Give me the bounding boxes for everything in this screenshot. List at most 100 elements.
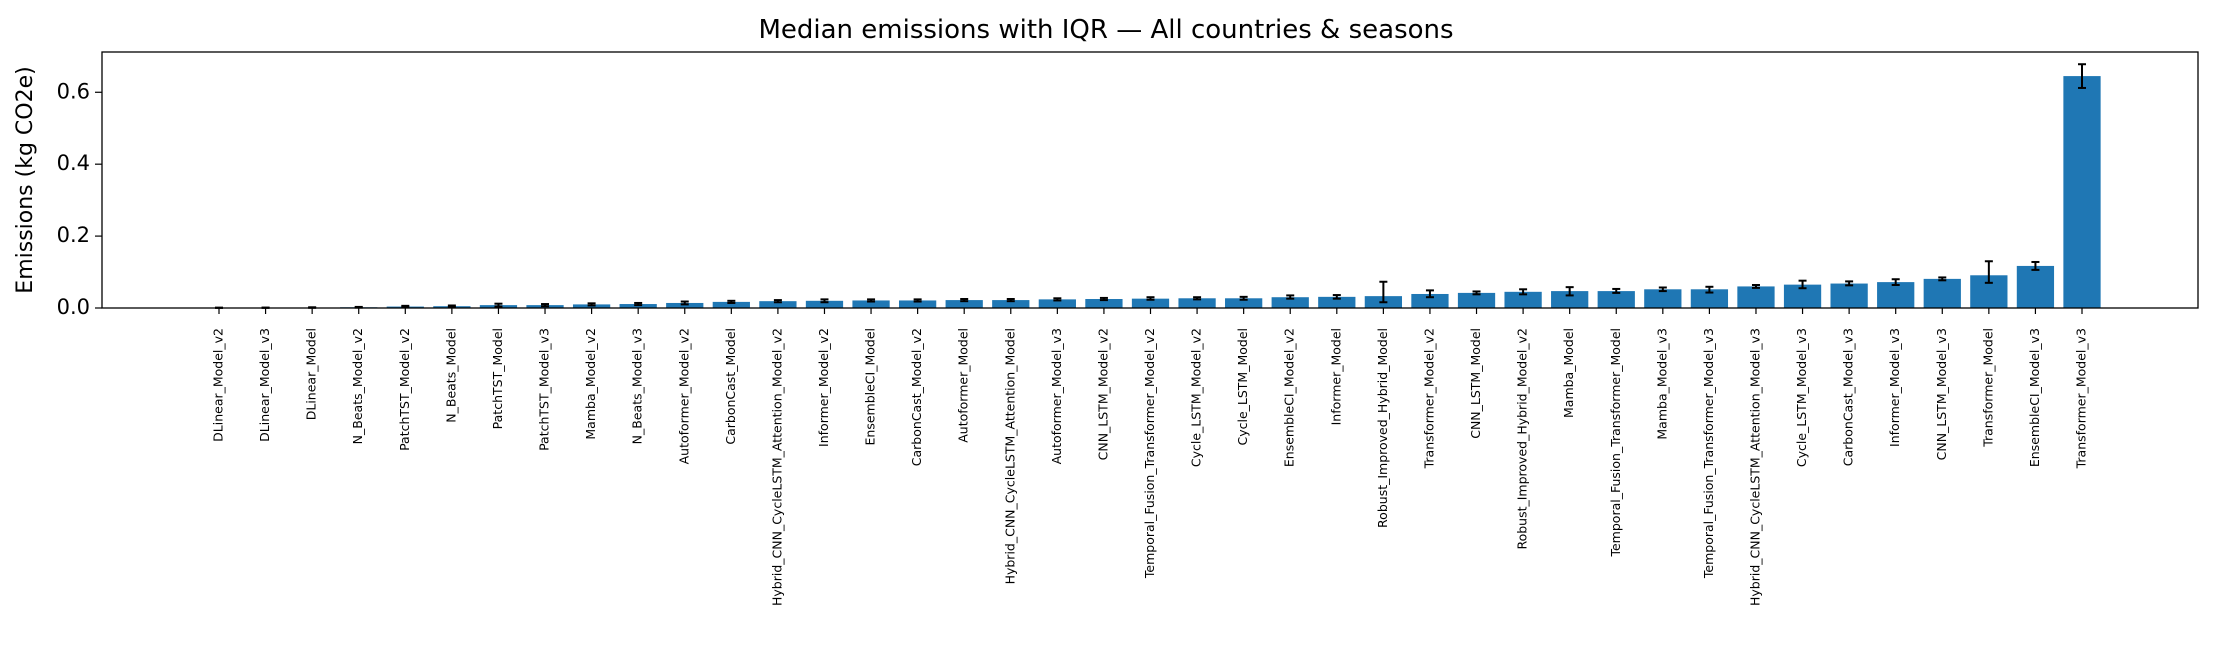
- error-bar-Robust_Improved_Hybrid_Model_v2: [1519, 288, 1528, 296]
- bar-CNN_LSTM_Model_v3: [1923, 278, 1961, 308]
- error-bar-Transformer_Model: [1984, 260, 1993, 284]
- bar-Autoformer_Model: [945, 300, 983, 308]
- bar-Cycle_LSTM_Model_v3: [1783, 284, 1822, 308]
- error-bar-EnsembleCI_Model_v3: [2031, 260, 2040, 271]
- bar-EnsembleCI_Model_v2: [1271, 297, 1309, 308]
- error-bars-group: [215, 63, 2086, 309]
- y-axis: 0.0 0.2 0.4 0.6: [57, 79, 102, 319]
- bar-CarbonCast_Model_v3: [1830, 283, 1868, 308]
- x-tick-label-Robust_Improved_Hybrid_Model: Robust_Improved_Hybrid_Model: [1375, 328, 1390, 528]
- x-tick-label-Temporal_Fusion_Transformer_Model: Temporal_Fusion_Transformer_Model: [1608, 328, 1623, 558]
- x-tick-label-Hybrid_CNN_CycleLSTM_Attention_Model_v2: Hybrid_CNN_CycleLSTM_Attention_Model_v2: [769, 328, 784, 606]
- x-tick-label-CNN_LSTM_Model_v2: CNN_LSTM_Model_v2: [1095, 328, 1110, 460]
- bar-Mamba_Model_v3: [1644, 289, 1682, 308]
- error-bar-Mamba_Model: [1565, 286, 1574, 297]
- error-bar-Temporal_Fusion_Transformer_Model_v2: [1146, 296, 1155, 301]
- x-tick-label-Mamba_Model_v3: Mamba_Model_v3: [1654, 328, 1669, 440]
- x-tick-label-Mamba_Model: Mamba_Model: [1561, 328, 1576, 418]
- bar-CNN_LSTM_Model: [1457, 292, 1496, 308]
- bar-Cycle_LSTM_Model: [1225, 298, 1263, 308]
- bar-Robust_Improved_Hybrid_Model_v2: [1504, 291, 1542, 308]
- error-bar-Temporal_Fusion_Transformer_Model: [1612, 287, 1621, 294]
- x-tick-label-Temporal_Fusion_Transformer_Model_v2: Temporal_Fusion_Transformer_Model_v2: [1142, 328, 1157, 579]
- error-bar-Cycle_LSTM_Model_v2: [1193, 296, 1202, 301]
- x-tick-label-Transformer_Model: Transformer_Model: [1980, 328, 1995, 448]
- error-bar-Informer_Model_v3: [1891, 278, 1900, 286]
- bar-EnsembleCI_Model_v3: [2016, 265, 2055, 308]
- bar-EnsembleCI_Model: [852, 300, 890, 308]
- x-tick-label-EnsembleCI_Model_v2: EnsembleCI_Model_v2: [1282, 328, 1297, 467]
- bar-CarbonCast_Model_v2: [898, 300, 937, 308]
- error-bar-CNN_LSTM_Model_v3: [1938, 276, 1947, 282]
- x-tick-label-Informer_Model: Informer_Model: [1328, 328, 1343, 425]
- error-bar-Informer_Model_v2: [820, 298, 829, 304]
- x-tick-label-Informer_Model_v2: Informer_Model_v2: [816, 328, 831, 447]
- error-bar-PatchTST_Model_v2: [401, 304, 410, 309]
- error-bar-CarbonCast_Model_v3: [1845, 280, 1854, 287]
- x-tick-label-Autoformer_Model_v2: Autoformer_Model_v2: [676, 328, 691, 464]
- error-bar-N_Beats_Model: [447, 304, 456, 308]
- error-bar-CarbonCast_Model_v2: [913, 298, 922, 303]
- x-tick-label-N_Beats_Model: N_Beats_Model: [443, 328, 458, 423]
- x-tick-label-EnsembleCI_Model: EnsembleCI_Model: [863, 328, 878, 446]
- plot-frame: [101, 51, 2199, 309]
- x-tick-label-CarbonCast_Model: CarbonCast_Model: [723, 328, 738, 445]
- x-tick-label-N_Beats_Model_v2: N_Beats_Model_v2: [350, 328, 365, 444]
- error-bar-N_Beats_Model_v3: [634, 301, 643, 307]
- bar-Autoformer_Model_v2: [666, 302, 704, 308]
- error-bar-Robust_Improved_Hybrid_Model: [1379, 280, 1388, 304]
- x-tick-label-Hybrid_CNN_CycleLSTM_Attention_Model: Hybrid_CNN_CycleLSTM_Attention_Model: [1002, 328, 1017, 584]
- x-tick-label-Cycle_LSTM_Model_v3: Cycle_LSTM_Model_v3: [1794, 328, 1809, 467]
- chart-title: Median emissions with IQR — All countrie…: [758, 15, 1453, 45]
- error-bar-Hybrid_CNN_CycleLSTM_Attention_Model: [1006, 298, 1015, 303]
- x-tick-label-Autoformer_Model_v3: Autoformer_Model_v3: [1049, 328, 1064, 464]
- y-tick-label-2: 0.4: [57, 151, 90, 175]
- bar-Temporal_Fusion_Transformer_Model_v2: [1131, 298, 1170, 308]
- x-tick-label-Hybrid_CNN_CycleLSTM_Attention_Model_v3: Hybrid_CNN_CycleLSTM_Attention_Model_v3: [1747, 328, 1762, 606]
- bar-Hybrid_CNN_CycleLSTM_Attention_Model_v2: [759, 301, 797, 308]
- x-tick-label-Transformer_Model_v2: Transformer_Model_v2: [1421, 328, 1436, 469]
- bar-Temporal_Fusion_Transformer_Model: [1597, 291, 1635, 308]
- bar-Cycle_LSTM_Model_v2: [1178, 298, 1216, 308]
- x-tick-label-EnsembleCI_Model_v3: EnsembleCI_Model_v3: [2027, 328, 2042, 467]
- x-tick-label-PatchTST_Model_v2: PatchTST_Model_v2: [397, 328, 412, 451]
- error-bar-EnsembleCI_Model: [867, 298, 876, 303]
- error-bar-Autoformer_Model_v2: [680, 300, 689, 306]
- error-bar-Hybrid_CNN_CycleLSTM_Attention_Model_v2: [773, 299, 782, 304]
- error-bar-CNN_LSTM_Model: [1472, 290, 1481, 296]
- y-axis-label: Emissions (kg CO2e): [13, 66, 38, 293]
- y-tick-label-1: 0.2: [57, 223, 90, 247]
- x-tick-label-PatchTST_Model: PatchTST_Model: [490, 328, 505, 429]
- x-tick-label-Cycle_LSTM_Model: Cycle_LSTM_Model: [1235, 328, 1250, 446]
- x-tick-label-DLinear_Model: DLinear_Model: [304, 328, 319, 420]
- bar-Hybrid_CNN_CycleLSTM_Attention_Model_v3: [1737, 286, 1775, 308]
- x-tick-label-Transformer_Model_v3: Transformer_Model_v3: [2074, 328, 2089, 469]
- x-tick-label-Autoformer_Model: Autoformer_Model: [956, 328, 971, 443]
- bar-Temporal_Fusion_Transformer_Model_v3: [1690, 289, 1729, 308]
- error-bar-PatchTST_Model_v3: [541, 303, 550, 308]
- x-tick-label-Temporal_Fusion_Transformer_Model_v3: Temporal_Fusion_Transformer_Model_v3: [1701, 328, 1716, 579]
- x-tick-label-Mamba_Model_v2: Mamba_Model_v2: [583, 328, 598, 440]
- bar-Hybrid_CNN_CycleLSTM_Attention_Model: [992, 300, 1030, 308]
- x-tick-label-CarbonCast_Model_v2: CarbonCast_Model_v2: [909, 328, 924, 466]
- error-bar-Mamba_Model_v2: [587, 302, 596, 307]
- bar-Transformer_Model_v2: [1411, 293, 1449, 308]
- x-tick-label-Cycle_LSTM_Model_v2: Cycle_LSTM_Model_v2: [1189, 328, 1204, 467]
- x-tick-label-DLinear_Model_v2: DLinear_Model_v2: [211, 328, 226, 442]
- x-axis: DLinear_Model_v2 DLinear_Model_v3 DLinear_…: [211, 308, 2089, 606]
- error-bar-CNN_LSTM_Model_v2: [1099, 296, 1108, 302]
- error-bar-Transformer_Model_v3: [2078, 63, 2086, 89]
- y-tick-label-3: 0.6: [57, 79, 90, 103]
- error-bar-Transformer_Model_v2: [1425, 289, 1434, 299]
- x-tick-label-CNN_LSTM_Model_v3: CNN_LSTM_Model_v3: [1934, 328, 1949, 460]
- y-tick-label-0: 0.0: [57, 295, 90, 319]
- bar-Mamba_Model: [1551, 291, 1589, 308]
- error-bar-Cycle_LSTM_Model_v3: [1798, 279, 1807, 290]
- x-tick-label-Robust_Improved_Hybrid_Model_v2: Robust_Improved_Hybrid_Model_v2: [1515, 328, 1530, 550]
- error-bar-Informer_Model: [1332, 294, 1341, 300]
- bar-Informer_Model_v3: [1877, 282, 1915, 308]
- bar-Informer_Model_v2: [805, 300, 844, 308]
- bar-Informer_Model: [1318, 296, 1356, 308]
- bar-CNN_LSTM_Model_v2: [1085, 299, 1123, 308]
- error-bar-Temporal_Fusion_Transformer_Model_v3: [1705, 285, 1714, 294]
